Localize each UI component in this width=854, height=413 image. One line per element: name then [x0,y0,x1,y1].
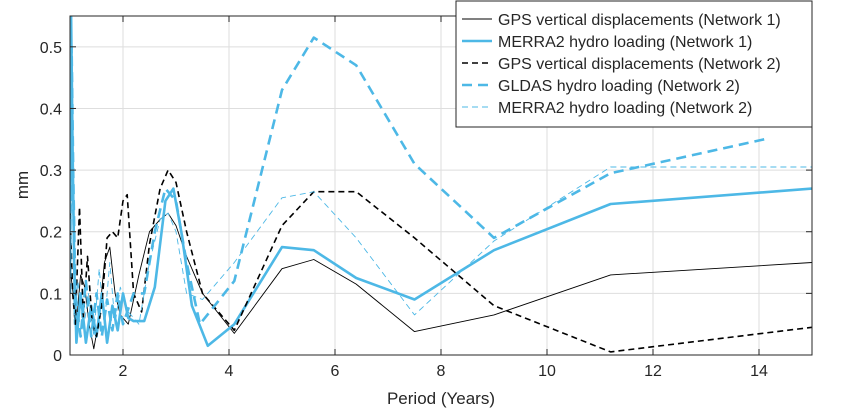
x-tick-label: 8 [437,363,446,380]
x-tick-label: 2 [119,363,128,380]
legend-entry-label: GPS vertical displacements (Network 1) [498,12,781,29]
y-tick-label: 0 [53,348,62,365]
y-tick-label: 0.2 [40,225,62,242]
x-tick-label: 6 [331,363,340,380]
axis-ticks: 2 4 6 8 10 12 14 0 0.1 0.2 0.3 0.4 0.5 [40,16,812,380]
x-tick-label: 10 [538,363,556,380]
legend-entry-label: GLDAS hydro loading (Network 2) [498,78,740,95]
series-lines [70,16,812,353]
x-axis-label: Period (Years) [387,389,495,408]
y-tick-label: 0.5 [40,40,62,57]
x-tick-label: 14 [750,363,768,380]
x-tick-label: 12 [644,363,662,380]
y-axis-label: mm [13,171,32,199]
y-tick-label: 0.1 [40,286,62,303]
y-tick-label: 0.3 [40,163,62,180]
series-line-5 [70,166,812,337]
legend-entry-label: MERRA2 hydro loading (Network 1) [498,34,752,51]
x-tick-label: 4 [225,363,234,380]
series-line-2 [70,16,812,348]
series-line-4 [70,36,765,338]
legend-box [455,0,813,128]
legend: GPS vertical displacements (Network 1) ME… [455,0,813,128]
y-tick-label: 0.4 [40,101,62,118]
legend-entry-label: MERRA2 hydro loading (Network 2) [498,100,752,117]
series-line-3 [70,169,812,353]
legend-entry-label: GPS vertical displacements (Network 2) [498,56,781,73]
